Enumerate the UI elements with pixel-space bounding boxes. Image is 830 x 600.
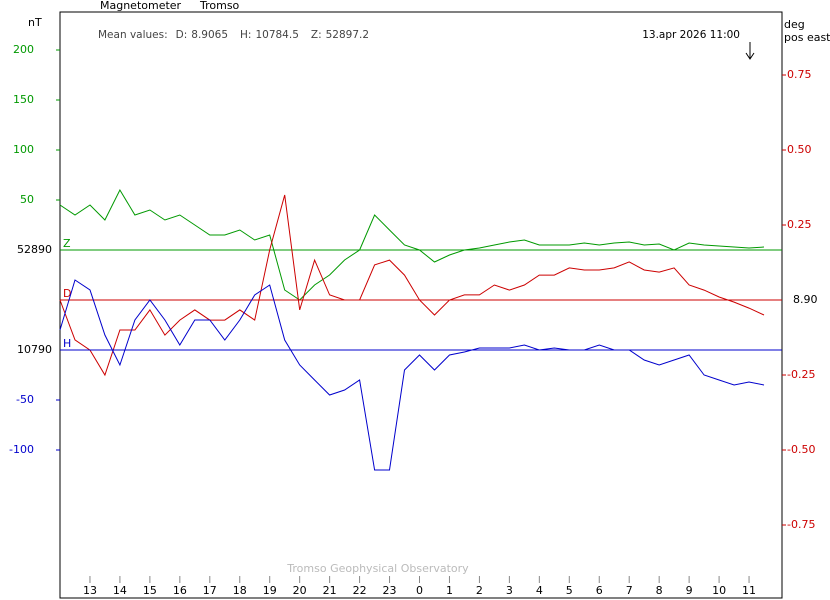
y-tick-label: 0.75 bbox=[787, 68, 812, 81]
series-name: D bbox=[63, 287, 71, 300]
series-name: H bbox=[63, 337, 71, 350]
y-tick-label: 150 bbox=[13, 93, 34, 106]
x-tick-label: 9 bbox=[686, 584, 693, 597]
y-tick-label: 200 bbox=[13, 43, 34, 56]
y2-axis-label: pos east bbox=[784, 31, 830, 44]
y-tick-label: -0.75 bbox=[787, 518, 815, 531]
x-tick-label: 19 bbox=[263, 584, 277, 597]
chart-title: Magnetometer bbox=[100, 0, 182, 12]
y-axis-label: nT bbox=[28, 16, 42, 29]
y-tick-label: -0.25 bbox=[787, 368, 815, 381]
y-tick-label: -0.50 bbox=[787, 443, 815, 456]
footer: Tromso Geophysical Observatory bbox=[286, 562, 469, 575]
x-tick-label: 21 bbox=[323, 584, 337, 597]
x-tick-label: 23 bbox=[383, 584, 397, 597]
x-tick-label: 20 bbox=[293, 584, 307, 597]
y-tick-label: 100 bbox=[13, 143, 34, 156]
x-tick-label: 6 bbox=[596, 584, 603, 597]
y-tick-label: -50 bbox=[16, 393, 34, 406]
x-tick-label: 18 bbox=[233, 584, 247, 597]
baseline-label: 52890 bbox=[17, 243, 52, 256]
x-tick-label: 7 bbox=[626, 584, 633, 597]
station: Tromso bbox=[199, 0, 240, 12]
mean-label: Mean values: bbox=[98, 29, 168, 41]
mean-item-label: Z: bbox=[311, 29, 322, 41]
series-name: Z bbox=[63, 237, 71, 250]
x-tick-label: 13 bbox=[83, 584, 97, 597]
x-tick-label: 2 bbox=[476, 584, 483, 597]
y-tick-label: -100 bbox=[9, 443, 34, 456]
y-tick-label: 0.25 bbox=[787, 218, 812, 231]
x-tick-label: 5 bbox=[566, 584, 573, 597]
baseline-label: 8.90 bbox=[793, 293, 818, 306]
x-tick-label: 11 bbox=[742, 584, 756, 597]
x-tick-label: 16 bbox=[173, 584, 187, 597]
mean-item-label: D: bbox=[176, 29, 188, 41]
mean-item-value: 52897.2 bbox=[326, 29, 369, 41]
x-tick-label: 3 bbox=[506, 584, 513, 597]
plot-frame bbox=[59, 11, 783, 599]
series-line bbox=[59, 194, 765, 377]
mean-item-value: 8.9065 bbox=[191, 29, 228, 41]
x-tick-label: 8 bbox=[656, 584, 663, 597]
series-line bbox=[59, 279, 765, 471]
x-tick-label: 1 bbox=[446, 584, 453, 597]
mean-item-value: 10784.5 bbox=[255, 29, 298, 41]
x-tick-label: 10 bbox=[712, 584, 726, 597]
x-tick-label: 17 bbox=[203, 584, 217, 597]
series-line bbox=[59, 188, 765, 301]
y2-axis-label: deg bbox=[784, 18, 805, 31]
y-tick-label: 0.50 bbox=[787, 143, 812, 156]
x-tick-label: 15 bbox=[143, 584, 157, 597]
x-tick-label: 4 bbox=[536, 584, 543, 597]
x-tick-label: 22 bbox=[353, 584, 367, 597]
y-tick-label: 50 bbox=[20, 193, 34, 206]
time-arrow bbox=[745, 42, 755, 60]
timestamp: 13.apr 2026 11:00 bbox=[642, 29, 740, 41]
x-tick-label: 14 bbox=[113, 584, 127, 597]
baseline-label: 10790 bbox=[17, 343, 52, 356]
mean-values: Mean values: D: 8.9065 H: 10784.5 Z: 52897.2 bbox=[98, 29, 369, 41]
x-tick-label: 0 bbox=[416, 584, 423, 597]
mean-item-label: H: bbox=[240, 29, 251, 41]
